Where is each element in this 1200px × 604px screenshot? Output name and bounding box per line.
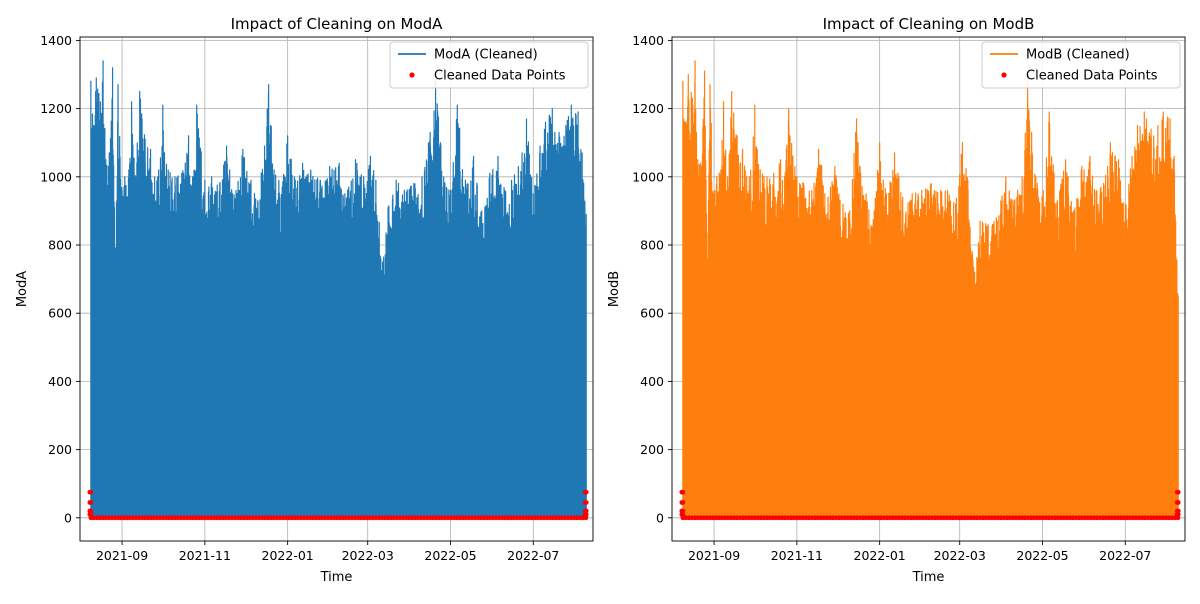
- chart-panel-2: 0 200 400 600 800 1000 1200 1400 2021-09 2021-11 2…: [607, 15, 1186, 585]
- y-tick-label: 400: [48, 374, 72, 389]
- y-tick-label: 800: [48, 238, 72, 253]
- series-line-modb: [682, 60, 1179, 519]
- cleaned-points: [679, 489, 1181, 521]
- x-axis-label: Time: [912, 570, 945, 585]
- y-axis-label: ModB: [607, 271, 622, 307]
- axes-frame: [671, 36, 1186, 542]
- x-axis-label: Time: [320, 570, 353, 585]
- cleaned-point: [583, 500, 589, 505]
- legend-label: Cleaned Data Points: [434, 69, 566, 84]
- y-tick-label: 800: [640, 238, 664, 253]
- legend-label: Cleaned Data Points: [1026, 69, 1158, 84]
- x-tick-label: 2022-05: [1016, 548, 1068, 563]
- chart-title: Impact of Cleaning on ModB: [823, 15, 1035, 33]
- x-tick-label: 2022-01: [262, 548, 314, 563]
- cleaned-point: [583, 489, 589, 495]
- legend: ModA (Cleaned) Cleaned Data Points: [389, 41, 589, 89]
- legend-dot-swatch: [409, 72, 415, 78]
- y-tick-label: 0: [64, 510, 72, 525]
- y-axis-label: ModA: [15, 271, 30, 307]
- x-tick-label: 2021-11: [179, 548, 231, 563]
- x-tick-label: 2022-07: [507, 548, 559, 563]
- y-tick-label: 1000: [40, 169, 72, 184]
- x-tick-label: 2022-03: [342, 548, 394, 563]
- legend-label: ModA (Cleaned): [434, 48, 538, 63]
- y-tick-label: 1000: [632, 169, 664, 184]
- cleaned-point: [680, 489, 686, 495]
- y-tick-label: 200: [640, 442, 664, 457]
- x-tick-label: 2021-11: [771, 548, 823, 563]
- y-tick-label: 400: [640, 374, 664, 389]
- y-tick-label: 600: [48, 306, 72, 321]
- chart-title: Impact of Cleaning on ModA: [231, 15, 443, 33]
- cleaned-points: [87, 489, 589, 521]
- series-line-moda: [90, 60, 587, 519]
- y-tick-label: 1400: [632, 33, 664, 48]
- cleaned-point: [88, 500, 94, 505]
- cleaned-point: [1175, 500, 1181, 505]
- x-tick-label: 2022-03: [934, 548, 986, 563]
- x-tick-label: 2022-01: [854, 548, 906, 563]
- cleaned-point: [1175, 508, 1181, 514]
- y-tick-label: 200: [48, 442, 72, 457]
- legend-dot-swatch: [1001, 72, 1007, 78]
- y-tick-label: 0: [656, 510, 664, 525]
- cleaned-point: [1175, 489, 1181, 495]
- x-tick-label: 2021-09: [96, 548, 148, 563]
- x-tick-label: 2022-05: [424, 548, 476, 563]
- cleaned-point: [583, 508, 589, 514]
- y-tick-label: 1200: [40, 101, 72, 116]
- cleaned-point: [680, 508, 686, 514]
- cleaned-point: [88, 489, 94, 495]
- legend-label: ModB (Cleaned): [1026, 48, 1130, 63]
- y-tick-label: 600: [640, 306, 664, 321]
- cleaned-point: [88, 508, 94, 514]
- legend: ModB (Cleaned) Cleaned Data Points: [981, 41, 1181, 89]
- cleaned-point: [680, 500, 686, 505]
- y-tick-label: 1200: [632, 101, 664, 116]
- x-tick-label: 2021-09: [688, 548, 740, 563]
- chart-panel-1: 0 200 400 600 800 1000 1200 1400 2021-09 2021-11 2…: [15, 15, 594, 585]
- x-tick-label: 2022-07: [1099, 548, 1151, 563]
- legend-box: [389, 41, 589, 89]
- y-tick-label: 1400: [40, 33, 72, 48]
- legend-box: [981, 41, 1181, 89]
- axes-frame: [79, 36, 594, 542]
